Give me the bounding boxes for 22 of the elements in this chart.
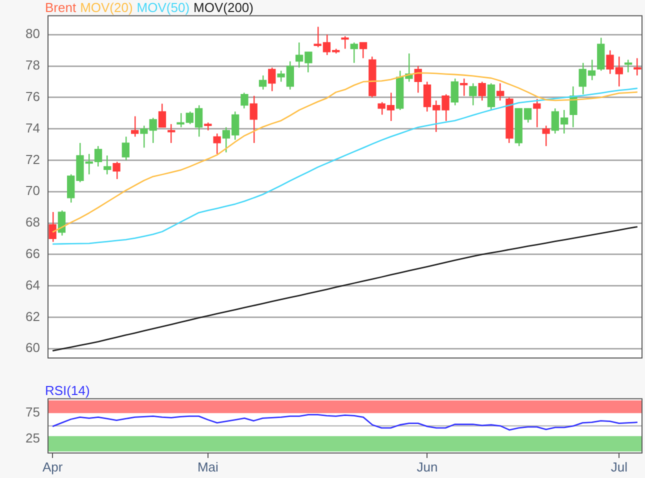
y-tick-label: 66 — [26, 246, 40, 261]
y-tick-label: 78 — [26, 58, 40, 73]
y-tick-label: 80 — [26, 26, 40, 42]
series-label: RSI(14) — [45, 382, 90, 398]
text: MOV(50) — [136, 0, 190, 15]
x-tick-label: Mai — [197, 459, 219, 474]
chart-title: Brent — [45, 0, 76, 15]
y-tick-label: 62 — [26, 308, 40, 324]
y-tick-label: 64 — [26, 277, 40, 292]
y-tick-label: 25 — [26, 430, 40, 446]
y-tick-label: 75 — [26, 404, 40, 420]
y-tick-label: 74 — [26, 120, 40, 136]
y-tick-label: 70 — [26, 183, 40, 198]
text: MOV(20) — [80, 0, 133, 15]
y-tick-label: 76 — [26, 89, 40, 104]
y-tick-label: 72 — [26, 152, 40, 167]
text: MOV(200) — [194, 0, 254, 15]
x-tick-label: Apr — [42, 459, 64, 474]
x-tick-label: Jun — [416, 459, 438, 474]
y-tick-label: 60 — [26, 340, 40, 356]
x-tick-label: Jul — [610, 459, 628, 474]
y-tick-label: 68 — [26, 214, 40, 230]
